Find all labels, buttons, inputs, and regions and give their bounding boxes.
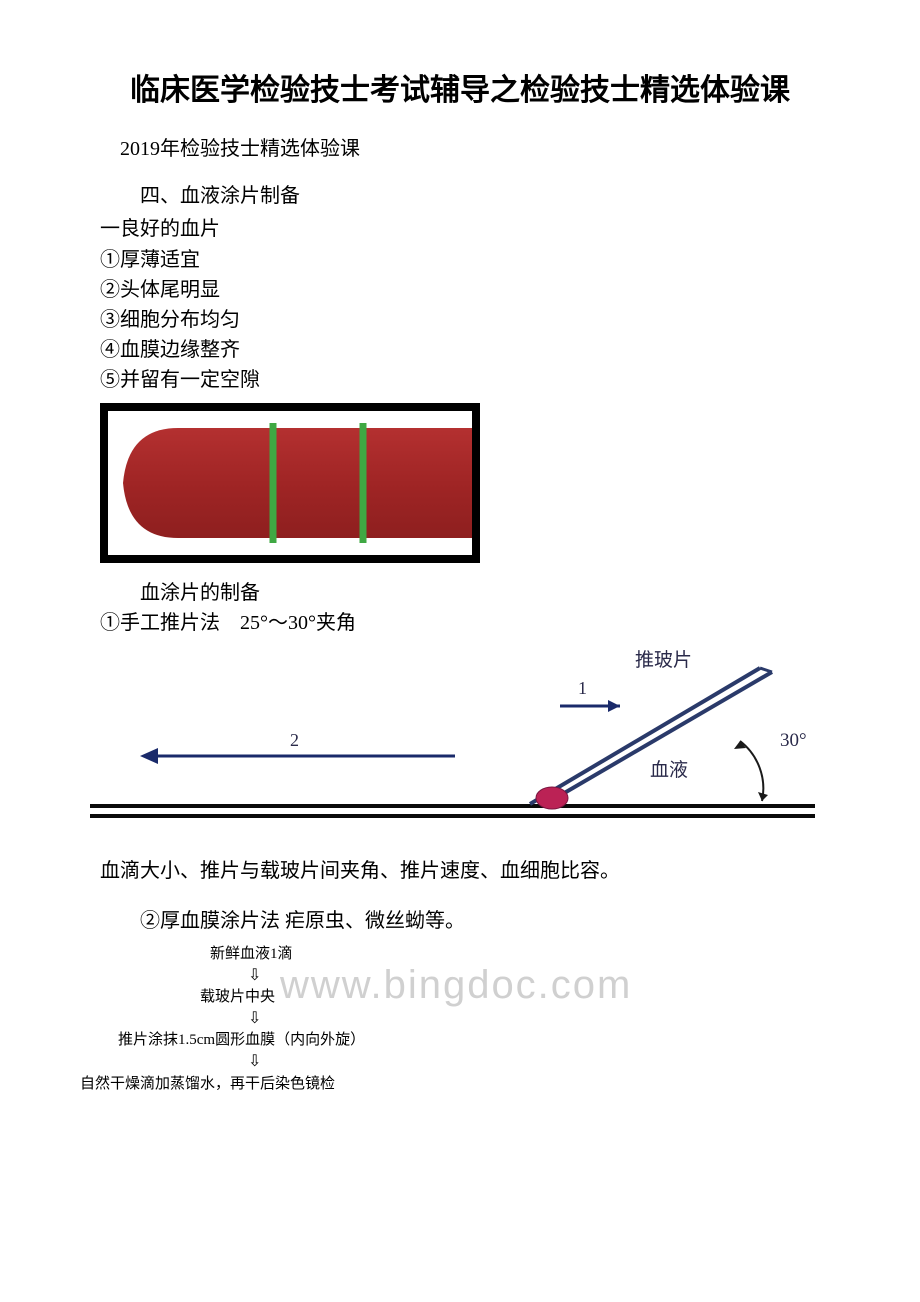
flow-step-3: 推片涂抹1.5cm圆形血膜（内向外旋） [118, 1032, 365, 1048]
page-title: 临床医学检验技士考试辅导之检验技士精选体验课 [80, 70, 840, 112]
flow-arrow-3: ⇩ [248, 1053, 261, 1070]
method-1: ①手工推片法 25°～30°夹角 [80, 608, 840, 638]
smear-diagram-container: www.bingdoc.com [100, 403, 840, 563]
criteria-item-4: ④血膜边缘整齐 [80, 335, 840, 365]
blood-smear-shape [118, 423, 478, 543]
watermark-text: www.bingdoc.com [280, 963, 632, 1008]
arrow-1-label: 1 [578, 678, 587, 698]
criteria-item-2: ②头体尾明显 [80, 275, 840, 305]
method-2: ②厚血膜涂片法 疟原虫、微丝蚴等。 [80, 906, 840, 936]
criteria-item-3: ③细胞分布均匀 [80, 305, 840, 335]
blood-label: 血液 [650, 759, 688, 781]
flow-step-2: 载玻片中央 [200, 989, 275, 1005]
spreader-label: 推玻片 [635, 649, 692, 671]
factors-text: 血滴大小、推片与载玻片间夹角、推片速度、血细胞比容。 [80, 856, 840, 886]
good-smear-heading: 一良好的血片 [80, 212, 840, 241]
flow-step-1: 新鲜血液1滴 [210, 946, 293, 962]
flow-arrow-1: ⇩ [248, 967, 261, 984]
preparation-heading: 血涂片的制备 [80, 578, 840, 608]
push-method-diagram: 推玻片 1 2 30° 血液 [80, 646, 820, 836]
blood-smear-slide [100, 403, 480, 563]
criteria-item-1: ①厚薄适宜 [80, 245, 840, 275]
push-diagram-svg: 推玻片 1 2 30° 血液 [80, 646, 820, 836]
section-4-heading: 四、血液涂片制备 [80, 179, 840, 208]
criteria-item-5: ⑤并留有一定空隙 [80, 365, 840, 395]
flow-arrow-2: ⇩ [248, 1010, 261, 1027]
page-subtitle: 2019年检验技士精选体验课 [80, 132, 840, 161]
angle-label: 30° [780, 730, 807, 751]
flow-step-4: 自然干燥滴加蒸馏水，再干后染色镜检 [80, 1076, 335, 1092]
arrow-2-label: 2 [290, 730, 299, 750]
